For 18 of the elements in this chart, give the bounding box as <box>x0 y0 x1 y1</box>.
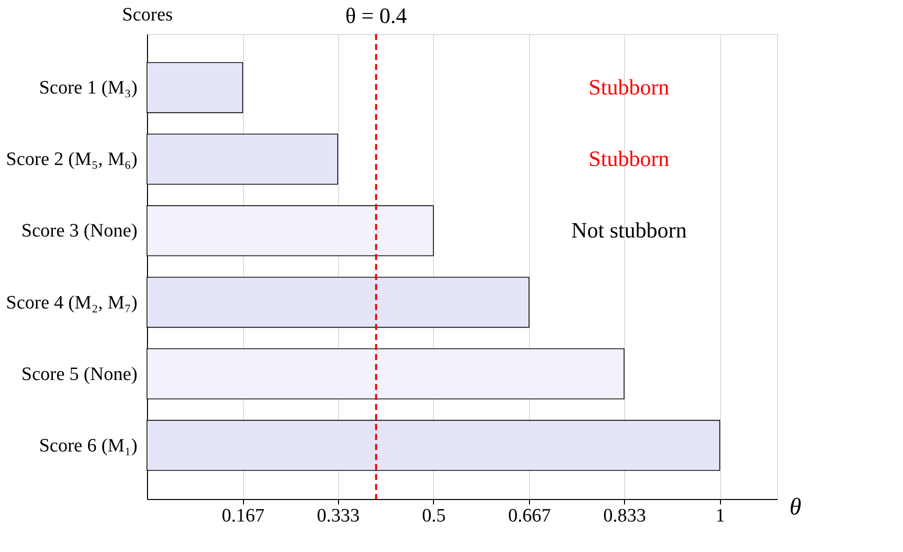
y-tick-label: Score 6 (M₁) <box>39 435 138 456</box>
y-tick-label: Score 1 (M₃) <box>39 78 138 99</box>
y-tick-label: Score 5 (None) <box>21 364 138 385</box>
x-tick-label: 0.833 <box>603 506 646 526</box>
x-tick-label: 0.667 <box>508 506 551 526</box>
x-tick-label: 0.5 <box>422 506 446 526</box>
annotation: Stubborn <box>588 146 670 172</box>
annotation: Stubborn <box>588 74 670 100</box>
annotation: Not stubborn <box>571 218 687 243</box>
y-tick-label: Score 4 (M₂, M₇) <box>6 292 138 314</box>
ref-line-label: θ = 0.4 <box>345 3 407 28</box>
y-axis-title: Scores <box>122 4 173 26</box>
x-tick-label: 0.167 <box>222 506 265 526</box>
y-tick-label: Score 3 (None) <box>21 220 138 242</box>
x-tick-label: 1 <box>715 506 725 526</box>
x-axis-title: θ <box>790 494 802 520</box>
y-tick-label: Score 2 (M₅, M₆) <box>6 149 138 170</box>
x-tick-label: 0.333 <box>316 506 360 526</box>
